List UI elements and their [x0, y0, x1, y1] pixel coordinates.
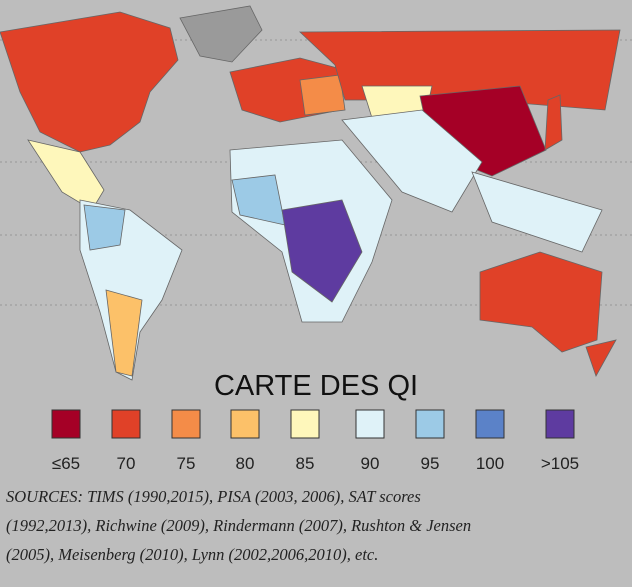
legend-label: 100 — [476, 454, 504, 473]
north-america — [0, 11, 179, 153]
legend-label: 80 — [236, 454, 255, 473]
legend-swatch — [415, 409, 445, 439]
legend-swatch — [51, 409, 81, 439]
legend-swatch — [475, 409, 505, 439]
central-africa — [281, 199, 363, 303]
legend-swatch — [111, 409, 141, 439]
legend-label: 70 — [117, 454, 136, 473]
new-zealand — [585, 339, 617, 377]
legend-swatch — [230, 409, 260, 439]
legend: ≤65 70 75 80 85 90 95 100 >105 — [51, 409, 579, 473]
legend-label: 85 — [296, 454, 315, 473]
legend-label: 75 — [177, 454, 196, 473]
andes — [83, 204, 126, 251]
greenland — [179, 5, 263, 63]
world-map — [0, 5, 632, 381]
argentina — [105, 289, 143, 377]
legend-label: 95 — [421, 454, 440, 473]
legend-swatch — [171, 409, 201, 439]
mexico — [27, 139, 105, 211]
source-line: (2005), Meisenberg (2010), Lynn (2002,20… — [6, 545, 378, 564]
source-line: SOURCES: TIMS (1990,2015), PISA (2003, 2… — [6, 487, 421, 506]
australia — [479, 251, 603, 353]
legend-label: 90 — [361, 454, 380, 473]
source-line: (1992,2013), Richwine (2009), Rindermann… — [6, 516, 471, 535]
legend-label: ≤65 — [52, 454, 80, 473]
southeast-asia — [471, 171, 603, 253]
sources: SOURCES: TIMS (1990,2015), PISA (2003, 2… — [6, 487, 471, 564]
legend-swatch — [290, 409, 320, 439]
middle-east-india — [341, 109, 483, 213]
map-title: CARTE DES QI — [214, 370, 418, 402]
legend-swatch — [545, 409, 575, 439]
japan — [544, 94, 563, 151]
legend-swatch — [355, 409, 385, 439]
europe-east — [299, 74, 346, 116]
legend-label: >105 — [541, 454, 579, 473]
